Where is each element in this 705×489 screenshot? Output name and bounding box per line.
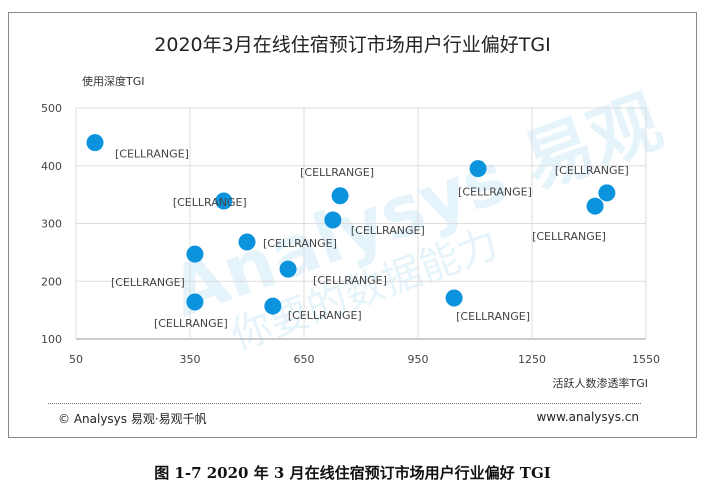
x-tick-label: 650 xyxy=(294,353,315,366)
data-point xyxy=(215,192,233,210)
y-tick-label: 400 xyxy=(41,160,62,173)
watermark: Analysys 易观 你要的数据能力 xyxy=(161,80,672,360)
data-label: [CELLRANGE] xyxy=(288,309,362,322)
data-label: [CELLRANGE] xyxy=(313,274,387,287)
x-tick-label: 50 xyxy=(69,353,83,366)
data-point xyxy=(331,187,349,205)
website-link[interactable]: www.analysys.cn xyxy=(536,410,639,424)
data-point xyxy=(469,160,487,178)
y-tick-label: 100 xyxy=(41,333,62,346)
data-label: [CELLRANGE] xyxy=(351,224,425,237)
x-tick-label: 1250 xyxy=(518,353,546,366)
data-label: [CELLRANGE] xyxy=(300,166,374,179)
y-tick-label: 200 xyxy=(41,275,62,288)
figure-caption: 图 1-7 2020 年 3 月在线住宿预订市场用户行业偏好 TGI xyxy=(154,464,551,482)
data-point xyxy=(186,245,204,263)
chart-title: 2020年3月在线住宿预订市场用户行业偏好TGI xyxy=(154,34,551,56)
data-point xyxy=(445,289,463,307)
data-point xyxy=(279,260,297,278)
data-label: [CELLRANGE] xyxy=(111,276,185,289)
x-tick-label: 950 xyxy=(408,353,429,366)
data-point xyxy=(238,233,256,251)
data-point xyxy=(598,184,616,202)
y-tick-label: 500 xyxy=(41,102,62,115)
data-label: [CELLRANGE] xyxy=(115,148,189,161)
y-axis-label: 使用深度TGI xyxy=(82,75,145,88)
data-label: [CELLRANGE] xyxy=(154,317,228,330)
data-label: [CELLRANGE] xyxy=(532,230,606,243)
chart-frame xyxy=(8,12,697,438)
x-tick-label: 1550 xyxy=(632,353,660,366)
data-label: [CELLRANGE] xyxy=(263,237,337,250)
data-point xyxy=(324,211,342,229)
data-point xyxy=(86,134,104,152)
data-label: [CELLRANGE] xyxy=(555,164,629,177)
y-tick-label: 300 xyxy=(41,218,62,231)
x-tick-label: 350 xyxy=(180,353,201,366)
x-axis-label: 活跃人数渗透率TGI xyxy=(552,377,649,390)
data-point xyxy=(186,293,204,311)
data-label: [CELLRANGE] xyxy=(456,310,530,323)
copyright: © Analysys 易观·易观千帆 xyxy=(58,412,207,426)
data-point xyxy=(264,297,282,315)
data-label: [CELLRANGE] xyxy=(458,186,532,199)
data-point xyxy=(586,197,604,215)
data-label: [CELLRANGE] xyxy=(173,196,247,209)
footer-divider xyxy=(48,403,641,404)
